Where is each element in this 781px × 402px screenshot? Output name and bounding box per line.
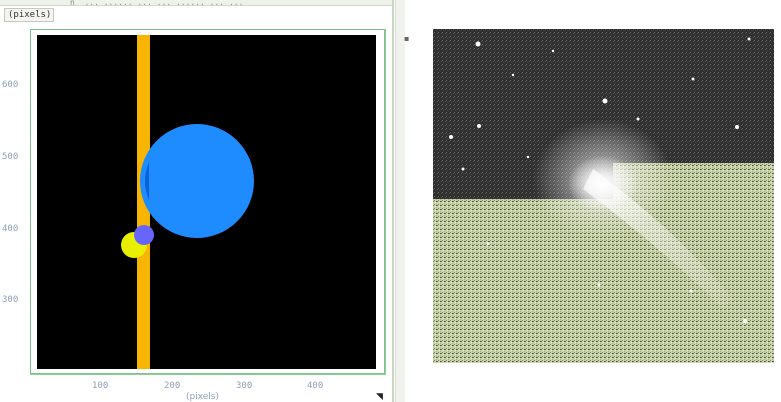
x-tick-label: 200 — [164, 381, 181, 391]
y-tick-label: 600 — [2, 80, 19, 90]
x-tick-label: 100 — [92, 381, 109, 391]
window-title: n_ ... ...... ... ..._...... ... ... — [0, 0, 392, 6]
bottom-axis-line — [30, 374, 386, 375]
units-label: (pixels) — [4, 8, 54, 22]
y-tick-label: 400 — [2, 224, 19, 234]
x-tick-label: 300 — [236, 381, 253, 391]
right-axis-line — [385, 29, 386, 374]
large-circle[interactable] — [140, 124, 254, 238]
y-tick-label: 500 — [2, 152, 19, 162]
plot-window: n_ ... ...... ... ..._...... ... ... (pi… — [0, 0, 394, 402]
vertical-band[interactable] — [137, 35, 150, 369]
separator-handle-icon[interactable]: ▪ — [404, 34, 410, 43]
galaxy-image[interactable] — [433, 29, 774, 363]
resize-grip-icon[interactable]: ◥ — [376, 392, 383, 402]
galaxy-image-icon — [433, 29, 774, 363]
pane-separator[interactable] — [395, 0, 405, 402]
y-tick-label: 300 — [2, 295, 19, 305]
x-tick-label: 400 — [307, 381, 324, 391]
x-axis-title: (pixels) — [186, 392, 220, 402]
purple-circle[interactable] — [134, 225, 154, 245]
large-circle-shadow — [145, 162, 149, 200]
plot-area[interactable] — [30, 29, 385, 374]
overlay-canvas[interactable] — [31, 30, 384, 373]
